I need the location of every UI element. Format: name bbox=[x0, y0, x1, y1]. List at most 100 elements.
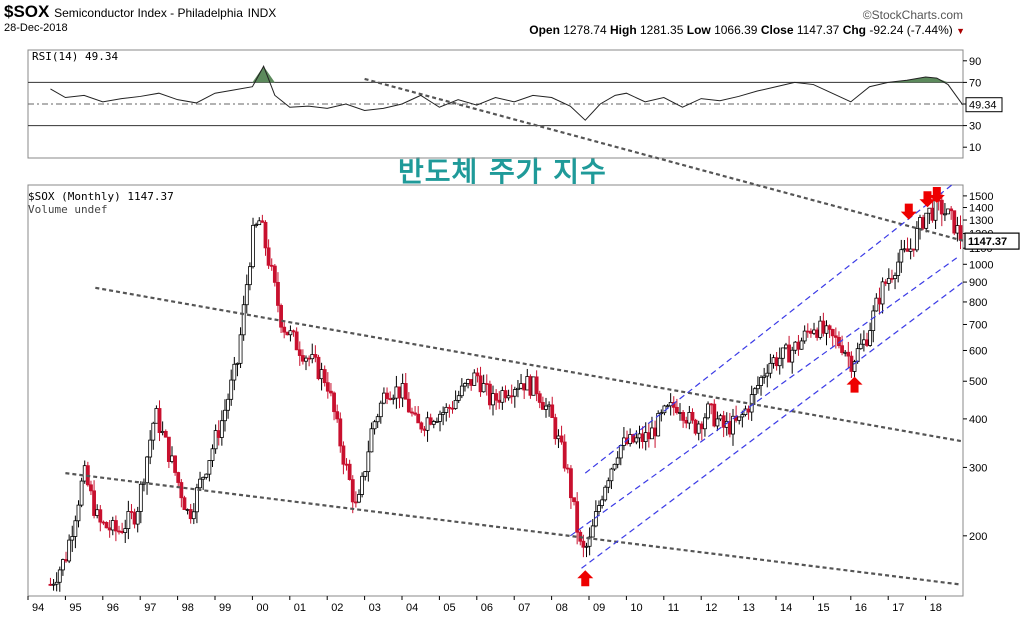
candle-up bbox=[138, 483, 143, 512]
candle-up bbox=[400, 383, 405, 399]
candle-up bbox=[254, 224, 259, 227]
candle-up bbox=[241, 304, 246, 336]
brand-label[interactable]: ©StockCharts.com bbox=[862, 8, 963, 22]
candle-up bbox=[185, 509, 190, 511]
candle-down bbox=[646, 432, 651, 440]
candle-down bbox=[272, 265, 277, 283]
price-xtick-label: 05 bbox=[443, 602, 455, 614]
candle-up bbox=[394, 386, 399, 399]
candle-down bbox=[350, 479, 355, 503]
candle-down bbox=[553, 417, 558, 440]
candle-up bbox=[955, 225, 960, 234]
candle-down bbox=[188, 509, 193, 520]
candle-up bbox=[123, 528, 128, 533]
candle-up bbox=[609, 468, 614, 482]
high-value: 1281.35 bbox=[640, 23, 684, 37]
candle-up bbox=[777, 357, 782, 367]
price-ytick-label: 400 bbox=[969, 414, 987, 426]
arrow-up bbox=[846, 376, 863, 393]
candle-up bbox=[902, 248, 907, 251]
price-ytick-label: 200 bbox=[969, 531, 987, 543]
candle-down bbox=[64, 559, 68, 562]
candle-up bbox=[51, 583, 56, 586]
candle-up bbox=[257, 220, 262, 226]
trendline-channel-upper bbox=[584, 184, 953, 474]
candle-up bbox=[893, 275, 897, 280]
candle-down bbox=[815, 329, 820, 338]
candle-down bbox=[952, 210, 957, 234]
candle-down bbox=[905, 248, 910, 252]
candle-up bbox=[310, 354, 315, 360]
price-xtick-label: 17 bbox=[892, 602, 904, 614]
candle-up bbox=[886, 277, 891, 284]
candle-up bbox=[391, 397, 396, 400]
candle-down bbox=[699, 423, 704, 430]
candle-down bbox=[469, 379, 474, 386]
rsi-ytick-label: 30 bbox=[969, 121, 981, 133]
price-label: $SOX (Monthly) 1147.37 bbox=[28, 190, 174, 203]
candle-up bbox=[491, 393, 495, 406]
candle-up bbox=[603, 486, 608, 501]
candle-down bbox=[294, 331, 299, 351]
price-xtick-label: 12 bbox=[705, 602, 717, 614]
price-xtick-label: 13 bbox=[743, 602, 755, 614]
candle-up bbox=[871, 310, 876, 331]
candle-up bbox=[606, 480, 611, 488]
candle-down bbox=[559, 435, 564, 443]
rsi-overbought-fill bbox=[50, 66, 963, 83]
candle-up bbox=[512, 389, 517, 397]
candle-up bbox=[643, 432, 648, 443]
low-value: 1066.39 bbox=[714, 23, 758, 37]
candle-up bbox=[544, 405, 548, 410]
candle-down bbox=[113, 520, 118, 532]
trendline-top-down bbox=[364, 77, 964, 242]
candle-up bbox=[191, 511, 196, 520]
open-value: 1278.74 bbox=[563, 23, 607, 37]
close-label: Close bbox=[760, 23, 794, 37]
candle-up bbox=[593, 511, 598, 527]
price-xtick-label: 99 bbox=[219, 602, 231, 614]
candle-down bbox=[300, 355, 305, 362]
candle-up bbox=[927, 207, 932, 214]
candle-down bbox=[827, 325, 832, 330]
candle-up bbox=[880, 281, 885, 305]
candle-up bbox=[466, 379, 470, 384]
candle-down bbox=[911, 248, 916, 251]
candle-up bbox=[618, 445, 623, 459]
candle-down bbox=[428, 417, 433, 425]
price-xtick-label: 98 bbox=[182, 602, 194, 614]
candle-up bbox=[924, 212, 929, 229]
candle-up bbox=[662, 405, 667, 414]
candle-up bbox=[366, 451, 371, 473]
candle-down bbox=[712, 403, 717, 427]
candle-down bbox=[809, 330, 813, 334]
arrow-down bbox=[900, 203, 917, 220]
chart-title: $SOX Semiconductor Index - Philadelphia … bbox=[4, 2, 276, 22]
candle-down bbox=[129, 511, 134, 513]
candle-down bbox=[332, 392, 336, 413]
candle-up bbox=[547, 404, 552, 407]
price-ytick-label: 1000 bbox=[969, 259, 993, 271]
candle-down bbox=[179, 482, 184, 499]
candle-up bbox=[943, 213, 947, 216]
chg-value: -92.24 (-7.44%) bbox=[869, 23, 953, 37]
price-xtick-label: 16 bbox=[855, 602, 867, 614]
candle-down bbox=[503, 390, 508, 399]
candle-up bbox=[715, 418, 720, 427]
candle-up bbox=[456, 395, 461, 401]
candle-up bbox=[110, 520, 115, 531]
candle-up bbox=[637, 433, 642, 439]
candle-down bbox=[419, 422, 424, 430]
candle-up bbox=[908, 248, 913, 252]
candle-up bbox=[360, 475, 365, 495]
price-xtick-label: 97 bbox=[144, 602, 156, 614]
candle-up bbox=[771, 357, 776, 364]
candle-up bbox=[597, 505, 601, 512]
candle-up bbox=[375, 416, 380, 423]
candle-down bbox=[176, 472, 181, 483]
candle-up bbox=[665, 405, 670, 408]
candle-down bbox=[774, 357, 779, 367]
price-xtick-label: 06 bbox=[481, 602, 493, 614]
candle-down bbox=[550, 404, 555, 418]
candle-down bbox=[537, 393, 542, 403]
